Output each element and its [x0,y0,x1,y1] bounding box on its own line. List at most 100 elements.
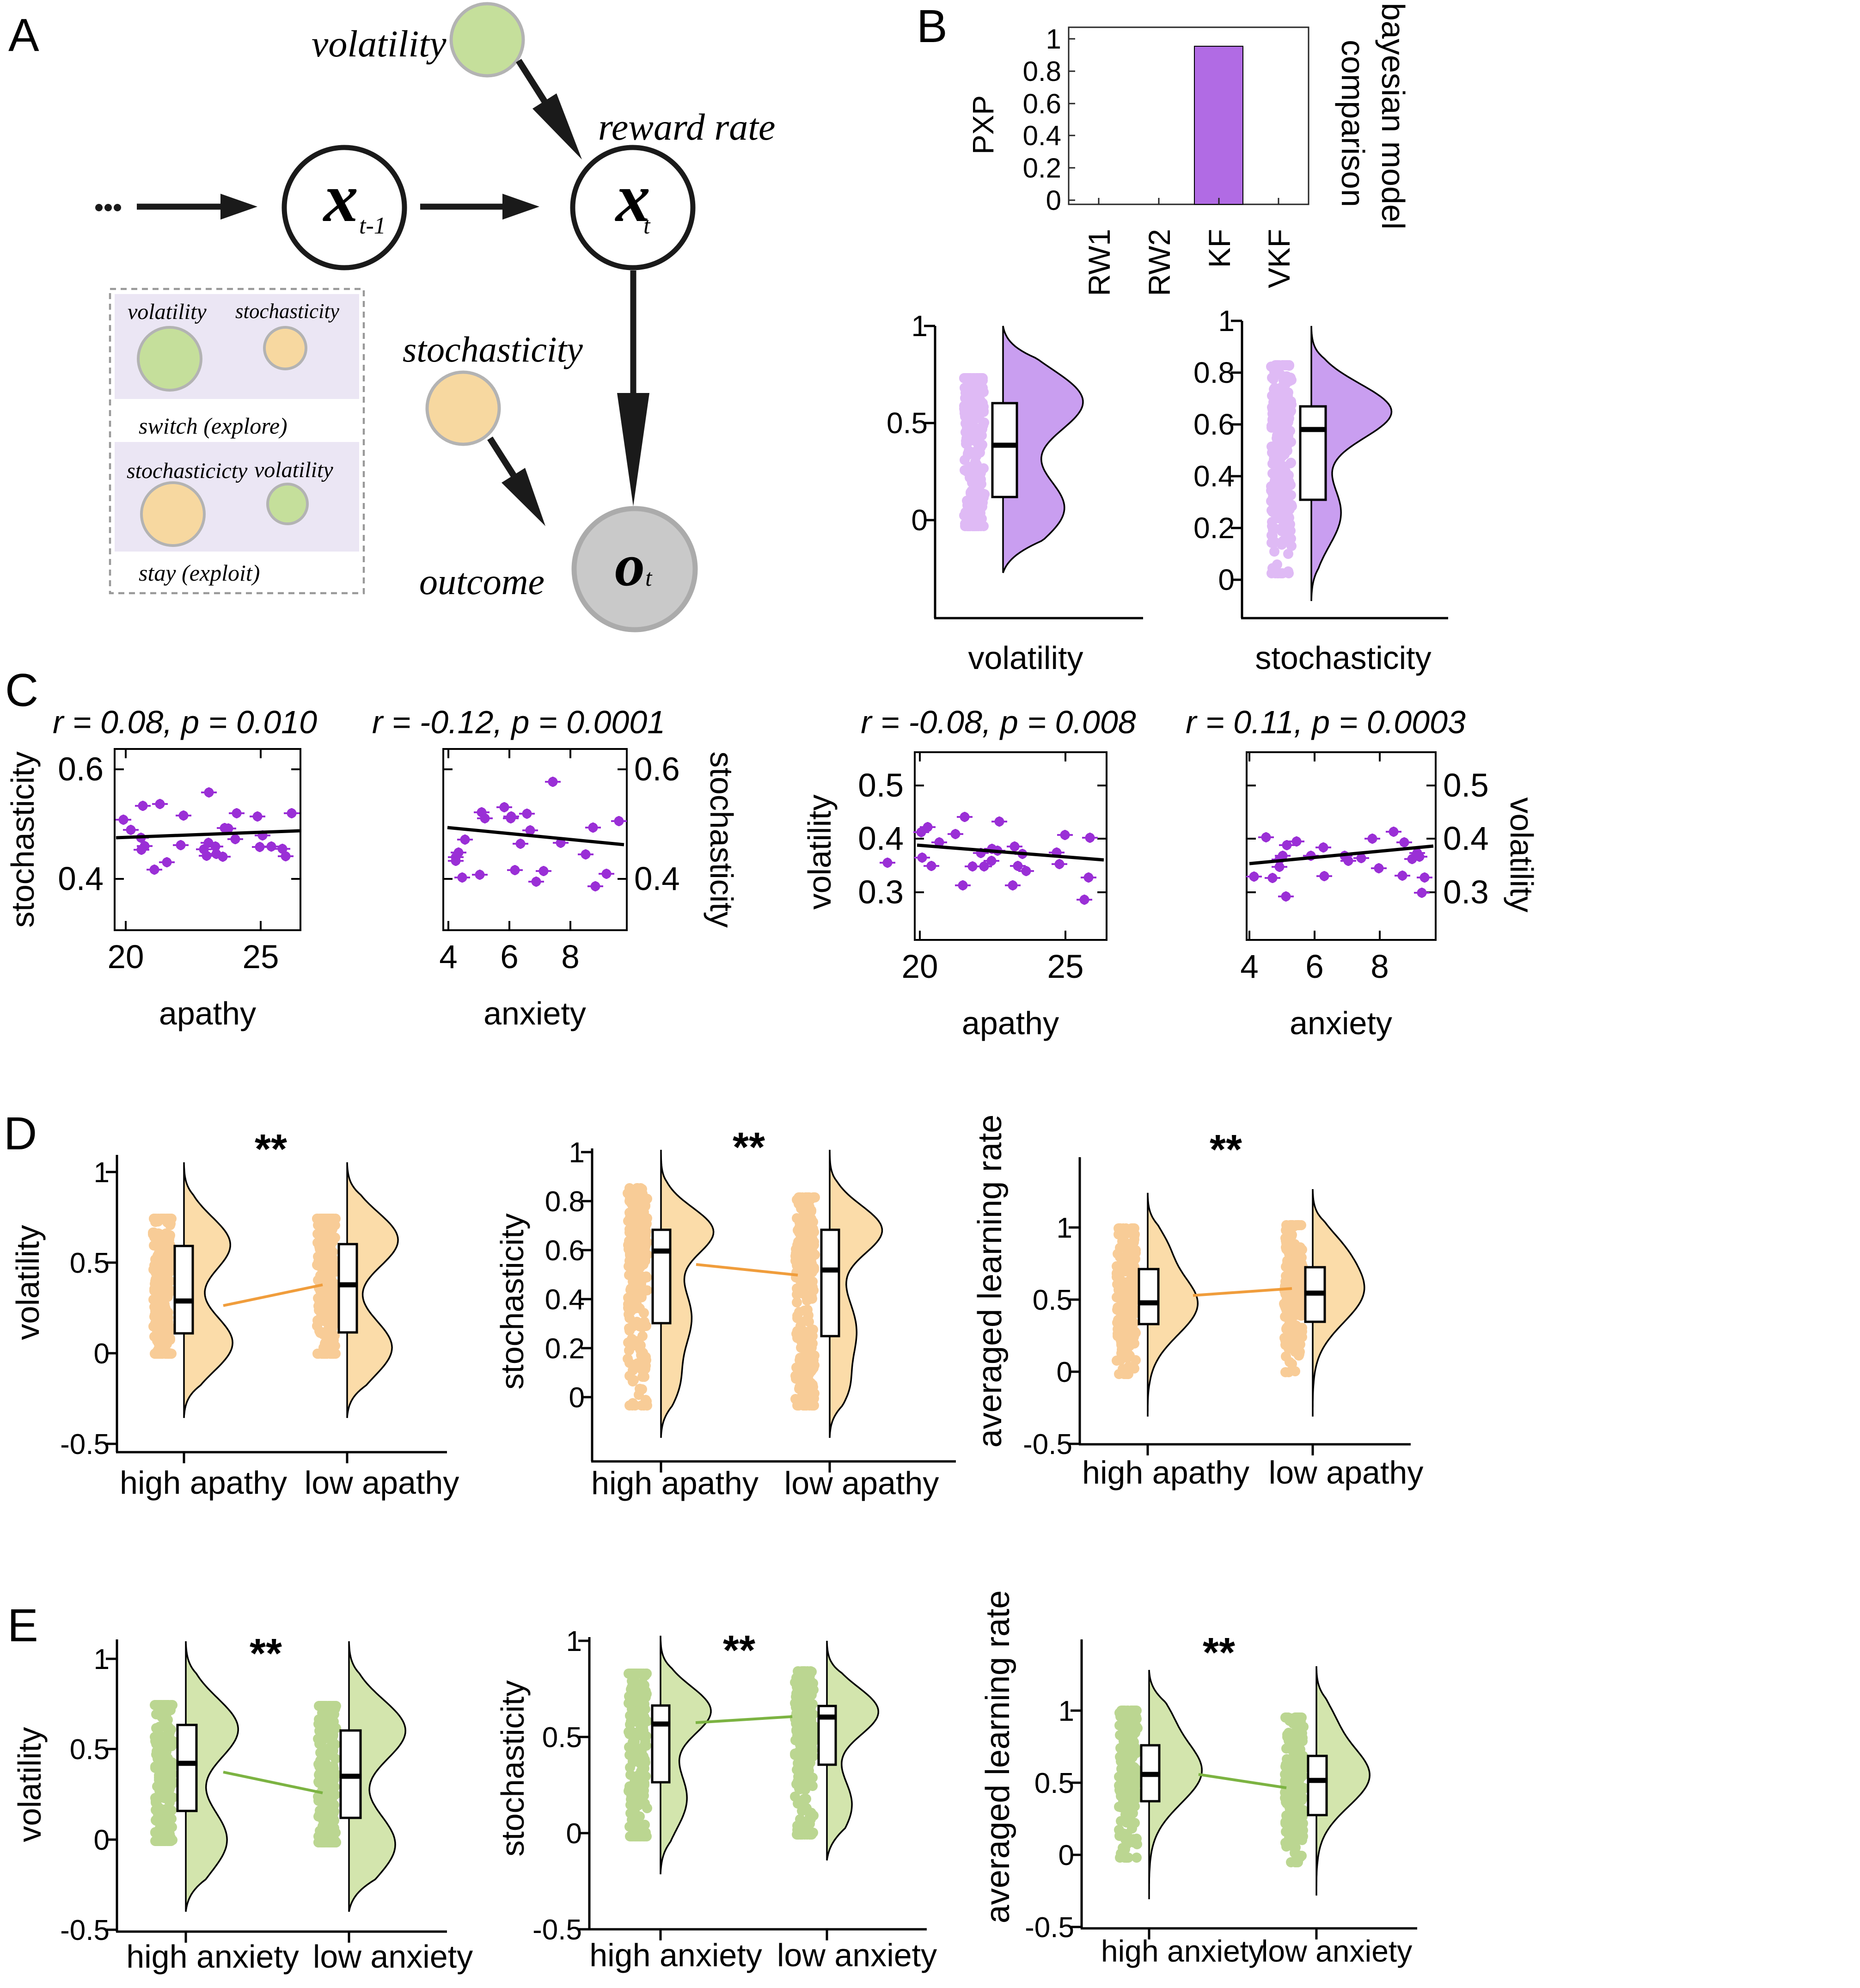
svg-text:volatility: volatility [128,300,207,324]
svg-text:PXP: PXP [967,95,1000,154]
svg-text:0.4: 0.4 [858,821,904,857]
svg-text:C: C [5,664,38,716]
svg-text:low apathy: low apathy [305,1465,459,1501]
svg-text:0.5: 0.5 [1034,1767,1074,1799]
svg-text:A: A [8,9,39,61]
svg-text:1: 1 [911,309,928,343]
svg-text:0.4: 0.4 [1443,821,1489,857]
svg-text:volatility: volatility [1504,798,1540,913]
svg-text:0: 0 [1057,1356,1072,1388]
svg-text:0.3: 0.3 [858,874,904,911]
svg-text:high anxiety: high anxiety [589,1937,762,1973]
svg-text:0.5: 0.5 [542,1722,582,1754]
svg-text:averaged learning rate: averaged learning rate [979,1590,1016,1924]
svg-text:volatility: volatility [254,458,333,482]
svg-text:0.5: 0.5 [70,1247,110,1279]
svg-text:comparison: comparison [1335,40,1371,207]
svg-text:t: t [645,565,653,591]
svg-text:6: 6 [1305,949,1324,985]
svg-text:0.5: 0.5 [858,767,904,804]
svg-text:**: ** [723,1627,755,1674]
svg-text:0.4: 0.4 [1023,120,1061,151]
svg-text:0: 0 [1058,1840,1074,1871]
svg-text:20: 20 [902,949,938,985]
svg-text:1: 1 [1057,1212,1072,1244]
svg-text:r = -0.12, p = 0.0001: r = -0.12, p = 0.0001 [372,704,665,740]
svg-text:stochasticity: stochasticity [403,329,583,369]
svg-text:anxiety: anxiety [1290,1005,1392,1041]
svg-text:VKF: VKF [1262,229,1296,288]
svg-text:0.8: 0.8 [545,1186,585,1218]
svg-text:r = 0.08, p = 0.010: r = 0.08, p = 0.010 [53,704,317,740]
svg-text:t-1: t-1 [359,213,386,239]
svg-text:r = 0.11, p = 0.0003: r = 0.11, p = 0.0003 [1186,704,1466,740]
svg-text:0.2: 0.2 [1023,153,1061,184]
svg-text:high anxiety: high anxiety [1101,1934,1264,1968]
svg-text:0.2: 0.2 [1193,511,1235,545]
svg-text:20: 20 [108,939,144,976]
svg-text:1: 1 [1046,24,1061,55]
svg-text:0.6: 0.6 [1193,408,1235,441]
svg-text:stochasticity: stochasticity [495,1680,531,1856]
svg-text:0: 0 [94,1338,110,1370]
svg-text:stochasticity: stochasticity [494,1213,530,1389]
svg-text:switch (explore): switch (explore) [139,413,288,439]
svg-text:1: 1 [569,1137,585,1169]
svg-text:high apathy: high apathy [120,1465,287,1501]
svg-text:stochasticity: stochasticity [1255,640,1431,676]
svg-text:high apathy: high apathy [591,1465,759,1501]
svg-text:stochasticity: stochasticity [5,751,41,927]
svg-text:bayesian model: bayesian model [1375,3,1411,229]
svg-text:0: 0 [569,1382,585,1414]
svg-text:D: D [4,1108,37,1160]
svg-text:stochasticicty: stochasticicty [127,459,248,483]
svg-text:stay (exploit): stay (exploit) [139,560,260,586]
svg-text:volatility: volatility [12,1727,48,1842]
svg-text:-0.5: -0.5 [60,1429,110,1460]
svg-text:0: 0 [911,503,928,537]
svg-text:0.4: 0.4 [634,861,680,897]
svg-text:0.6: 0.6 [58,751,104,788]
svg-text:volatility: volatility [312,23,447,65]
svg-text:**: ** [255,1126,287,1172]
svg-text:0.2: 0.2 [545,1333,585,1365]
svg-text:8: 8 [561,939,580,976]
svg-text:25: 25 [243,939,279,976]
svg-text:4: 4 [1240,949,1259,985]
svg-text:reward rate: reward rate [598,106,775,148]
svg-text:volatility: volatility [802,795,838,910]
svg-text:0.4: 0.4 [58,861,104,897]
svg-text:x: x [615,160,650,236]
svg-text:apathy: apathy [159,995,256,1031]
svg-text:r = -0.08, p = 0.008: r = -0.08, p = 0.008 [861,704,1136,740]
svg-text:1: 1 [94,1644,110,1675]
svg-text:0.6: 0.6 [1023,88,1061,119]
svg-text:0.5: 0.5 [70,1734,110,1766]
svg-text:1: 1 [1058,1695,1074,1727]
svg-text:0: 0 [1218,563,1235,596]
svg-text:E: E [7,1600,38,1651]
svg-text:o: o [615,532,645,599]
svg-text:0.6: 0.6 [634,751,680,788]
svg-text:0.4: 0.4 [1193,460,1235,493]
svg-text:outcome: outcome [419,562,545,602]
svg-text:low apathy: low apathy [784,1465,939,1501]
svg-text:apathy: apathy [962,1005,1059,1041]
svg-text:0: 0 [94,1824,110,1856]
svg-text:-0.5: -0.5 [1023,1429,1072,1460]
svg-text:B: B [917,0,948,52]
svg-text:high anxiety: high anxiety [126,1939,299,1975]
svg-text:0.8: 0.8 [1023,56,1061,87]
svg-text:**: ** [250,1631,282,1677]
svg-text:**: ** [1203,1630,1235,1676]
svg-text:**: ** [1210,1127,1242,1173]
svg-text:**: ** [733,1124,765,1171]
svg-text:4: 4 [439,939,458,976]
svg-text:0.6: 0.6 [545,1235,585,1267]
svg-text:anxiety: anxiety [483,995,586,1031]
svg-text:volatility: volatility [968,640,1083,676]
svg-text:-0.5: -0.5 [1025,1912,1074,1944]
svg-text:8: 8 [1371,949,1389,985]
svg-text:1: 1 [566,1626,582,1657]
svg-text:stochasticity: stochasticity [235,300,339,323]
